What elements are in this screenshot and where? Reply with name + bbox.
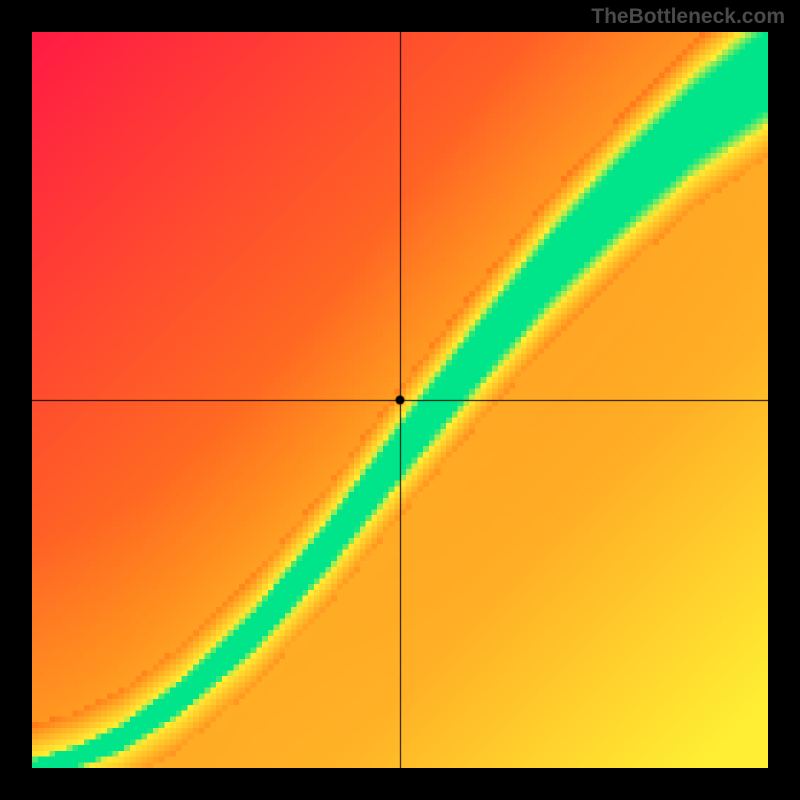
chart-container: TheBottleneck.com — [0, 0, 800, 800]
bottleneck-heatmap — [32, 32, 768, 768]
watermark-text: TheBottleneck.com — [591, 5, 785, 29]
